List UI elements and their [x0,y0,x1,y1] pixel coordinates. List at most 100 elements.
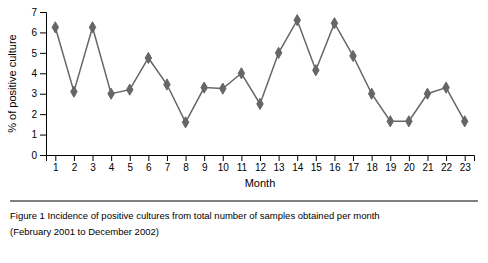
tick-label: 5 [127,162,133,173]
tick: 4 [109,155,115,173]
point [127,84,133,95]
tick-mark [93,155,94,161]
point [313,65,319,76]
caption: Figure 1 Incidence of positive cultures … [10,210,380,237]
point [461,116,467,127]
point [294,15,300,26]
tick-mark [446,155,447,161]
tick-mark [390,155,391,161]
point [108,88,114,99]
point [220,83,226,94]
x-axis-title: Month [245,177,276,189]
tick: 17 [348,155,360,173]
point [443,82,449,93]
tick: 21 [422,155,434,173]
tick-label: 3 [90,162,96,173]
tick: 19 [385,155,397,173]
tick-mark [111,155,112,161]
tick-label: 2 [31,109,37,120]
tick: 7 [31,7,46,18]
point [257,98,263,109]
tick-mark [353,155,354,161]
tick: 18 [367,155,379,173]
tick: 10 [218,155,230,173]
tick-mark [204,155,205,161]
tick: 4 [31,68,46,79]
tick-mark [260,155,261,161]
point [424,88,430,99]
tick-label: 22 [441,162,453,173]
tick-label: 7 [165,162,171,173]
tick-mark [40,73,46,74]
tick: 5 [31,48,46,59]
axis-domain [47,156,475,162]
tick-label: 5 [31,48,37,59]
separator [10,201,478,202]
tick: 1 [53,155,59,173]
tick: 2 [31,109,46,120]
point [350,50,356,61]
tick-label: 11 [237,162,248,173]
tick-mark [186,155,187,161]
tick-mark [279,155,280,161]
tick-mark [74,155,75,161]
tick-label: 14 [292,162,304,173]
tick: 6 [146,155,152,173]
tick: 12 [255,155,267,173]
tick-mark [465,155,466,161]
tick-mark [148,155,149,161]
point [52,22,58,33]
y-axis: 0 1 2 3 4 5 6 7 [31,7,46,161]
point [238,68,244,79]
tick-label: 9 [202,162,208,173]
tick-label: 18 [367,162,379,173]
tick-label: 19 [385,162,397,173]
tick-mark [241,155,242,161]
tick: 9 [202,155,208,173]
tick-mark [40,114,46,115]
tick-label: 2 [72,162,78,173]
tick-mark [223,155,224,161]
point [406,116,412,127]
tick-mark [167,155,168,161]
tick-mark [316,155,317,161]
line [55,20,464,122]
tick-label: 17 [348,162,360,173]
point [331,18,337,29]
axis-domain [40,13,47,156]
tick: 20 [404,155,416,173]
tick: 23 [460,155,472,173]
tick: 1 [31,129,46,140]
tick: 22 [441,155,453,173]
chart: 1234567891011121314151617181920212223012… [0,0,488,263]
caption-line: (February 2001 to December 2002) [10,226,159,237]
tick: 14 [292,155,304,173]
tick-label: 0 [31,150,37,161]
tick-mark [130,155,131,161]
point [71,86,77,97]
tick-mark [40,135,46,136]
tick-label: 12 [255,162,267,173]
tick: 6 [31,27,46,38]
point [145,52,151,63]
tick: 15 [311,155,323,173]
tick: 3 [31,88,46,99]
tick-mark [40,155,46,156]
tick-mark [427,155,428,161]
plot: 1234567891011121314151617181920212223012… [6,7,475,189]
tick-label: 23 [460,162,472,173]
tick-mark [40,32,46,33]
caption-line: Figure 1 Incidence of positive cultures … [10,210,380,221]
tick: 8 [183,155,189,173]
tick-label: 4 [109,162,115,173]
tick-mark [40,94,46,95]
tick: 5 [127,155,133,173]
tick-label: 13 [274,162,286,173]
point [164,79,170,90]
tick-mark [40,53,46,54]
tick-label: 8 [183,162,189,173]
tick-label: 20 [404,162,416,173]
tick: 13 [274,155,286,173]
tick-label: 16 [329,162,341,173]
tick-label: 1 [31,129,37,140]
